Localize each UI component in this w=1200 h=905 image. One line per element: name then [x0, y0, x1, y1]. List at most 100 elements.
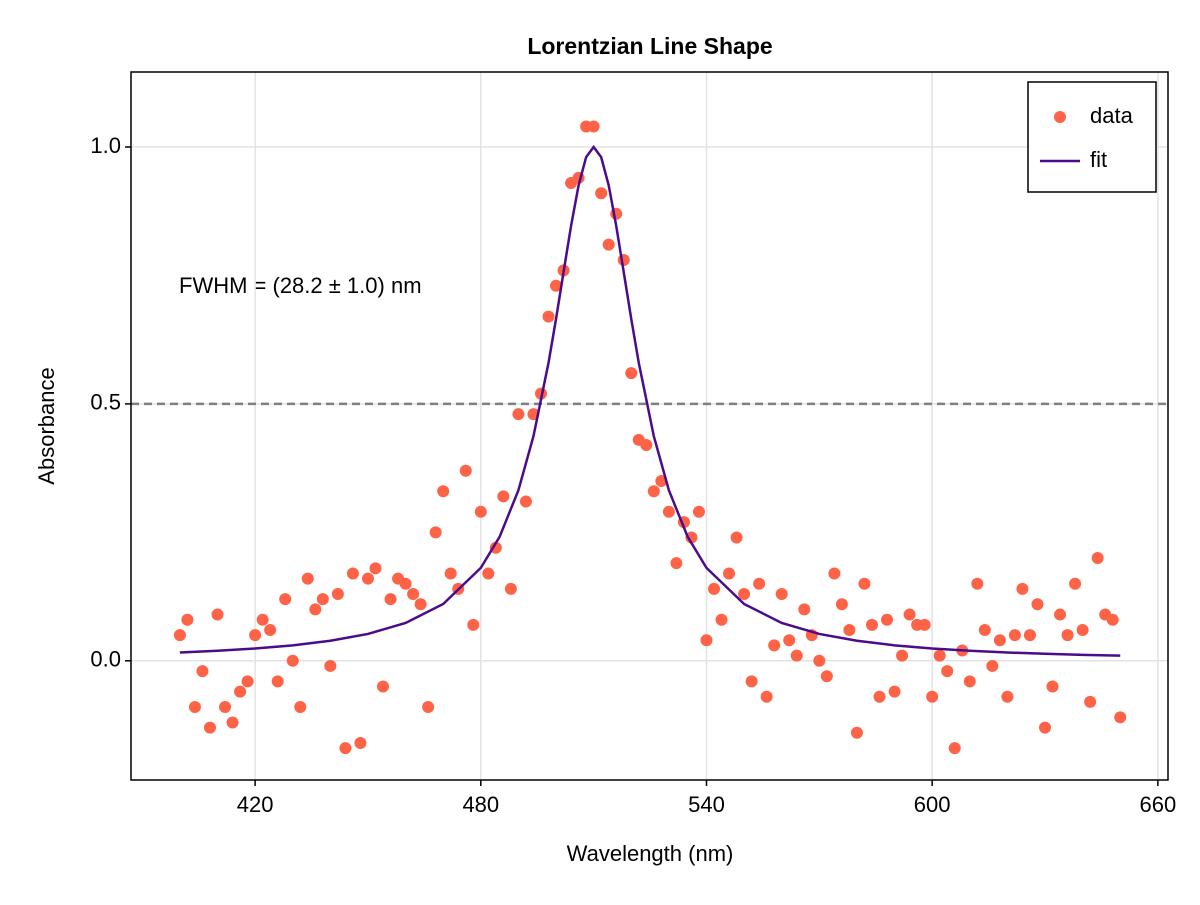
- data-point: [361, 572, 374, 585]
- data-point: [256, 613, 269, 626]
- data-point: [286, 654, 299, 667]
- data-point: [497, 490, 510, 503]
- data-point: [354, 737, 367, 750]
- data-point: [173, 629, 186, 642]
- data-point: [512, 408, 525, 421]
- data-point: [1076, 623, 1089, 636]
- data-point: [504, 582, 517, 595]
- data-point: [745, 675, 758, 688]
- data-point: [730, 531, 743, 544]
- data-point: [407, 588, 420, 601]
- data-point: [489, 541, 502, 554]
- x-tick-label: 600: [914, 792, 951, 817]
- data-point: [339, 742, 352, 755]
- data-point: [1001, 690, 1014, 703]
- data-point: [1091, 552, 1104, 565]
- data-point: [196, 665, 209, 678]
- data-point: [459, 464, 472, 477]
- x-tick-label: 480: [462, 792, 499, 817]
- data-point: [211, 608, 224, 621]
- data-point: [820, 670, 833, 683]
- data-point: [828, 567, 841, 580]
- data-point: [399, 577, 412, 590]
- data-point: [768, 639, 781, 652]
- data-point: [1114, 711, 1127, 724]
- data-point: [723, 567, 736, 580]
- data-point: [203, 721, 216, 734]
- data-point: [309, 603, 322, 616]
- data-point: [670, 557, 683, 570]
- x-tick-label: 420: [237, 792, 274, 817]
- data-point: [941, 665, 954, 678]
- data-point: [249, 629, 262, 642]
- data-point: [467, 618, 480, 631]
- data-point: [331, 588, 344, 601]
- y-axis-label: Absorbance: [34, 367, 59, 484]
- data-point: [264, 623, 277, 636]
- data-point: [226, 716, 239, 729]
- legend-label: data: [1090, 103, 1134, 128]
- data-point: [700, 634, 713, 647]
- data-point: [422, 701, 435, 714]
- data-point: [933, 649, 946, 662]
- y-tick-label: 1.0: [90, 133, 121, 158]
- data-point: [948, 742, 961, 755]
- plot-frame: [130, 71, 1169, 781]
- data-point: [444, 567, 457, 580]
- data-point: [1054, 608, 1067, 621]
- data-point: [708, 582, 721, 595]
- x-tick-label: 540: [688, 792, 725, 817]
- data-point: [188, 701, 201, 714]
- data-point: [865, 618, 878, 631]
- data-point: [474, 505, 487, 518]
- data-point: [813, 654, 826, 667]
- data-point: [1061, 629, 1074, 642]
- data-point: [384, 593, 397, 606]
- data-point: [602, 238, 615, 251]
- fit-line: [179, 144, 1121, 657]
- data-point: [301, 572, 314, 585]
- data-point: [316, 593, 329, 606]
- data-point: [279, 593, 292, 606]
- y-tick-label: 0.0: [90, 647, 121, 672]
- y-tick-label: 0.5: [90, 390, 121, 415]
- data-point: [617, 254, 630, 267]
- x-axis-label: Wavelength (nm): [567, 841, 734, 866]
- data-point: [324, 659, 337, 672]
- data-point: [843, 623, 856, 636]
- data-point: [896, 649, 909, 662]
- data-point: [775, 588, 788, 601]
- data-point: [271, 675, 284, 688]
- annotation: FWHM = (28.2 ± 1.0) nm: [179, 273, 422, 298]
- data-point: [1106, 613, 1119, 626]
- data-point: [903, 608, 916, 621]
- data-point: [542, 310, 555, 323]
- data-point: [519, 495, 532, 508]
- data-point: [219, 701, 232, 714]
- data-point: [369, 562, 382, 575]
- data-point: [926, 690, 939, 703]
- data-point: [1023, 629, 1036, 642]
- data-point: [595, 187, 608, 200]
- data-point: [790, 649, 803, 662]
- data-point: [1039, 721, 1052, 734]
- data-point: [760, 690, 773, 703]
- data-point: [1084, 695, 1097, 708]
- data-point: [1031, 598, 1044, 611]
- data-point: [918, 618, 931, 631]
- data-point: [835, 598, 848, 611]
- data-point: [738, 588, 751, 601]
- data-point: [753, 577, 766, 590]
- data-point: [685, 531, 698, 544]
- legend-marker: [1054, 111, 1066, 123]
- data-point: [437, 485, 450, 498]
- data-point: [1046, 680, 1059, 693]
- data-point: [978, 623, 991, 636]
- data-point: [550, 279, 563, 292]
- data-point: [993, 634, 1006, 647]
- data-point: [1008, 629, 1021, 642]
- data-point: [850, 726, 863, 739]
- data-point: [662, 505, 675, 518]
